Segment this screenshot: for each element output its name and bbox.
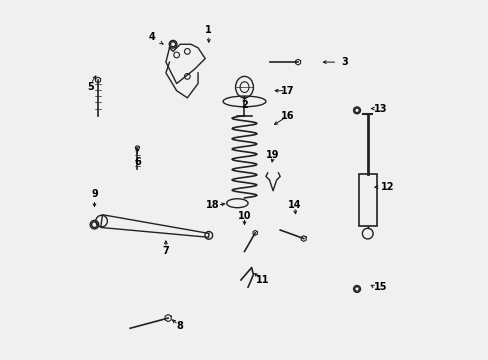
Text: 17: 17 — [280, 86, 293, 96]
Text: 6: 6 — [134, 157, 141, 167]
Bar — [358, 174, 376, 226]
Text: 15: 15 — [373, 282, 386, 292]
Text: 5: 5 — [87, 82, 94, 92]
Text: 7: 7 — [162, 247, 169, 256]
Text: 9: 9 — [91, 189, 98, 199]
Text: 8: 8 — [176, 321, 183, 332]
Text: 16: 16 — [280, 111, 293, 121]
Text: 11: 11 — [255, 275, 268, 285]
Text: 1: 1 — [205, 25, 212, 35]
Text: 12: 12 — [380, 182, 393, 192]
Text: 3: 3 — [341, 57, 347, 67]
Text: 18: 18 — [205, 200, 219, 210]
Text: 2: 2 — [241, 100, 247, 110]
Text: 13: 13 — [373, 104, 386, 113]
Text: 14: 14 — [287, 200, 301, 210]
Text: 4: 4 — [148, 32, 155, 42]
Text: 19: 19 — [266, 150, 279, 160]
Text: 10: 10 — [237, 211, 251, 221]
